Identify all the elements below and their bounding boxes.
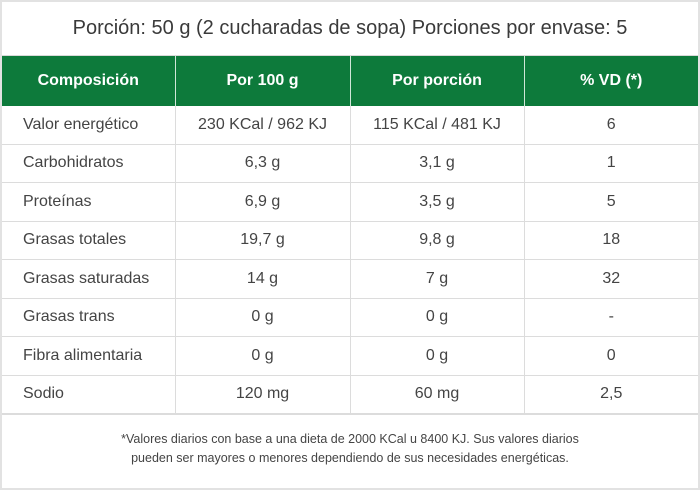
- header-composicion: Composición: [2, 56, 176, 106]
- table-row: Carbohidratos 6,3 g 3,1 g 1: [2, 144, 698, 183]
- value-daily-percent: 5: [524, 182, 698, 222]
- value-per-serving: 115 KCal / 481 KJ: [350, 106, 525, 145]
- nutrition-table: Composición Por 100 g Por porción % VD (…: [2, 56, 698, 415]
- table-row: Sodio 120 mg 60 mg 2,5: [2, 375, 698, 415]
- table-row: Grasas saturadas 14 g 7 g 32: [2, 259, 698, 299]
- value-per-100g: 6,9 g: [175, 182, 351, 222]
- nutrient-name: Grasas trans: [2, 298, 176, 337]
- value-per-serving: 0 g: [350, 298, 525, 337]
- value-daily-percent: 0: [524, 336, 698, 376]
- value-per-serving: 3,1 g: [350, 144, 525, 183]
- value-per-serving: 3,5 g: [350, 182, 525, 222]
- value-daily-percent: 6: [524, 106, 698, 145]
- value-daily-percent: 18: [524, 221, 698, 260]
- footnote-line-2: pueden ser mayores o menores dependiendo…: [131, 451, 569, 465]
- header-vd: % VD (*): [524, 56, 698, 106]
- table-row: Fibra alimentaria 0 g 0 g 0: [2, 336, 698, 376]
- table-row: Proteínas 6,9 g 3,5 g 5: [2, 182, 698, 222]
- header-por-100g: Por 100 g: [175, 56, 351, 106]
- value-per-100g: 19,7 g: [175, 221, 351, 260]
- value-per-100g: 120 mg: [175, 375, 351, 415]
- value-per-serving: 9,8 g: [350, 221, 525, 260]
- table-row: Valor energético 230 KCal / 962 KJ 115 K…: [2, 106, 698, 145]
- value-per-serving: 7 g: [350, 259, 525, 299]
- value-per-100g: 14 g: [175, 259, 351, 299]
- value-daily-percent: -: [524, 298, 698, 337]
- value-per-100g: 6,3 g: [175, 144, 351, 183]
- value-per-100g: 230 KCal / 962 KJ: [175, 106, 351, 145]
- header-por-porcion: Por porción: [350, 56, 525, 106]
- nutrient-name: Fibra alimentaria: [2, 336, 176, 376]
- serving-info-title: Porción: 50 g (2 cucharadas de sopa) Por…: [2, 2, 698, 56]
- value-daily-percent: 32: [524, 259, 698, 299]
- value-daily-percent: 1: [524, 144, 698, 183]
- table-header-row: Composición Por 100 g Por porción % VD (…: [2, 56, 698, 106]
- value-per-serving: 60 mg: [350, 375, 525, 415]
- value-daily-percent: 2,5: [524, 375, 698, 415]
- footnote-line-1: *Valores diarios con base a una dieta de…: [121, 432, 579, 446]
- value-per-100g: 0 g: [175, 298, 351, 337]
- nutrient-name: Sodio: [2, 375, 176, 415]
- nutrient-name: Grasas saturadas: [2, 259, 176, 299]
- nutrient-name: Proteínas: [2, 182, 176, 222]
- nutrient-name: Grasas totales: [2, 221, 176, 260]
- table-row: Grasas totales 19,7 g 9,8 g 18: [2, 221, 698, 260]
- daily-value-footnote: *Valores diarios con base a una dieta de…: [2, 430, 698, 468]
- nutrient-name: Carbohidratos: [2, 144, 176, 183]
- value-per-serving: 0 g: [350, 336, 525, 376]
- value-per-100g: 0 g: [175, 336, 351, 376]
- table-row: Grasas trans 0 g 0 g -: [2, 298, 698, 337]
- nutrient-name: Valor energético: [2, 106, 176, 145]
